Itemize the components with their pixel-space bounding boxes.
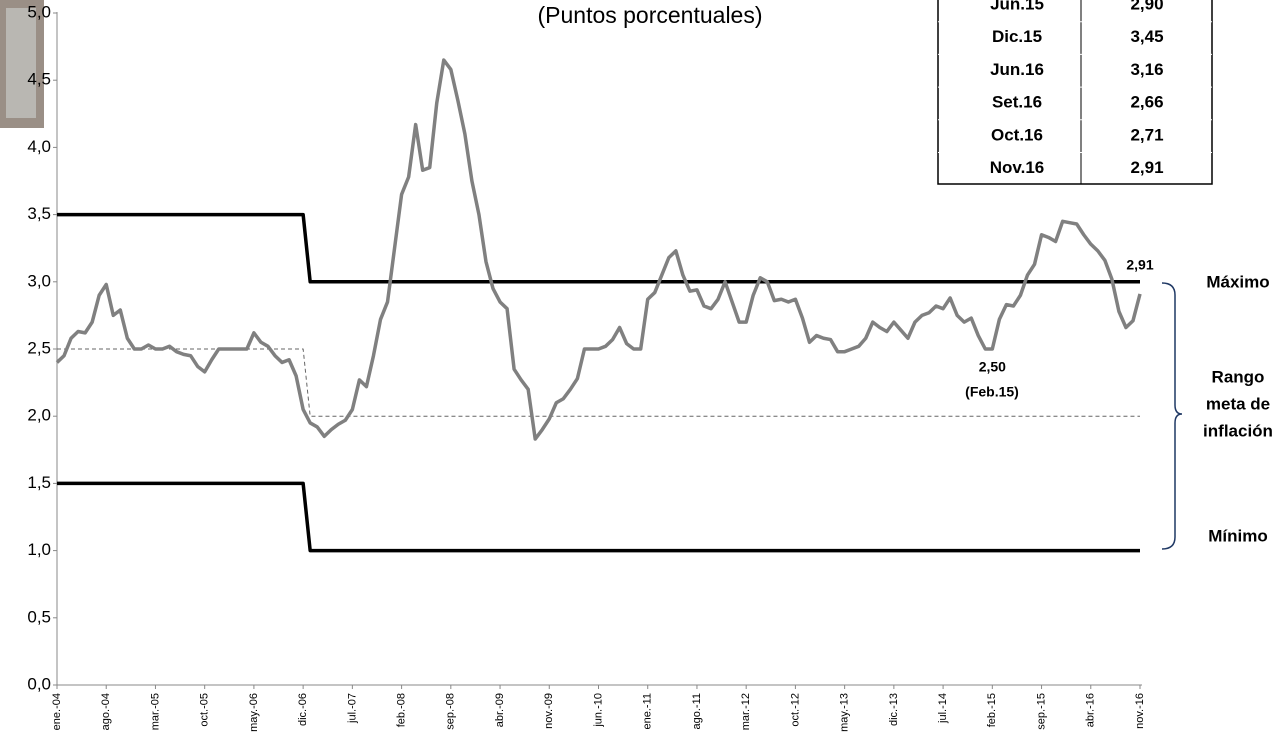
table-cell: 3,45 — [1130, 27, 1163, 46]
table-cell: Oct.16 — [991, 125, 1043, 144]
x-tick-label: jun.-10 — [592, 693, 604, 728]
series-line — [57, 212, 1140, 284]
y-tick-label: 1,0 — [27, 540, 51, 559]
x-tick-label: nov.-09 — [543, 693, 555, 729]
chart-title: (Puntos porcentuales) — [537, 2, 762, 28]
y-tick-label: 3,0 — [27, 271, 51, 290]
table-cell: Set.16 — [992, 93, 1042, 112]
logo-detail — [6, 8, 36, 118]
y-tick-label: 4,5 — [27, 70, 51, 89]
range-brace — [1161, 282, 1183, 550]
x-tick-label: ago.-11 — [691, 693, 703, 730]
y-tick-label: 5,0 — [27, 2, 51, 21]
x-tick-label: nov.-16 — [1134, 693, 1146, 729]
y-tick-label: 3,5 — [27, 204, 51, 223]
range-label: Mínimo — [1208, 526, 1268, 545]
y-tick-label: 4,0 — [27, 137, 51, 156]
table-cell: 2,91 — [1130, 158, 1163, 177]
table-cell: 2,66 — [1130, 93, 1163, 112]
x-tick-label: mar.-05 — [149, 693, 161, 730]
value-label: 2,91 — [1126, 257, 1153, 273]
x-tick-label: feb.-08 — [395, 693, 407, 727]
table-cell: Nov.16 — [990, 158, 1045, 177]
y-tick-label: 0,0 — [27, 674, 51, 693]
x-tick-label: dic.-13 — [888, 693, 900, 726]
table-cell: 2,71 — [1130, 125, 1163, 144]
x-tick-label: may.-06 — [248, 693, 260, 732]
x-tick-label: jul.-14 — [937, 693, 949, 724]
y-tick-label: 2,5 — [27, 338, 51, 357]
x-tick-label: sep.-15 — [1035, 693, 1047, 730]
x-tick-label: may.-13 — [839, 693, 851, 732]
x-tick-label: mar.-12 — [740, 693, 752, 730]
range-label: inflación — [1203, 421, 1273, 440]
x-tick-label: dic.-06 — [297, 693, 309, 726]
value-label: 2,50 — [979, 359, 1006, 375]
series-line — [55, 58, 1142, 441]
y-tick-label: 2,0 — [27, 406, 51, 425]
x-tick-label: oct.-05 — [199, 693, 211, 727]
series-line — [57, 348, 1140, 417]
x-tick-label: ene.-04 — [51, 693, 63, 730]
y-tick-label: 0,5 — [27, 607, 51, 626]
table-cell: Dic.15 — [992, 27, 1042, 46]
x-tick-label: abr.-16 — [1085, 693, 1097, 727]
table-cell: 2,90 — [1130, 0, 1163, 13]
table-cell: 3,16 — [1130, 60, 1163, 79]
table-cell: Jun.16 — [990, 60, 1044, 79]
annotation: (Feb.15) — [965, 384, 1019, 400]
x-tick-label: oct.-12 — [789, 693, 801, 727]
x-tick-label: sep.-08 — [445, 693, 457, 730]
range-label: Máximo — [1206, 272, 1269, 291]
x-tick-label: ene.-11 — [642, 693, 654, 730]
x-tick-label: jul.-07 — [346, 693, 358, 724]
series-line — [57, 481, 1140, 553]
table-frame — [937, 0, 1213, 185]
x-tick-label: abr.-09 — [494, 693, 506, 727]
range-label: Rango — [1212, 367, 1265, 386]
y-tick-label: 1,5 — [27, 473, 51, 492]
range-label: meta de — [1206, 394, 1270, 413]
x-tick-label: ago.-04 — [100, 693, 112, 730]
table-cell: Jun.15 — [990, 0, 1044, 13]
x-tick-label: feb.-15 — [986, 693, 998, 727]
